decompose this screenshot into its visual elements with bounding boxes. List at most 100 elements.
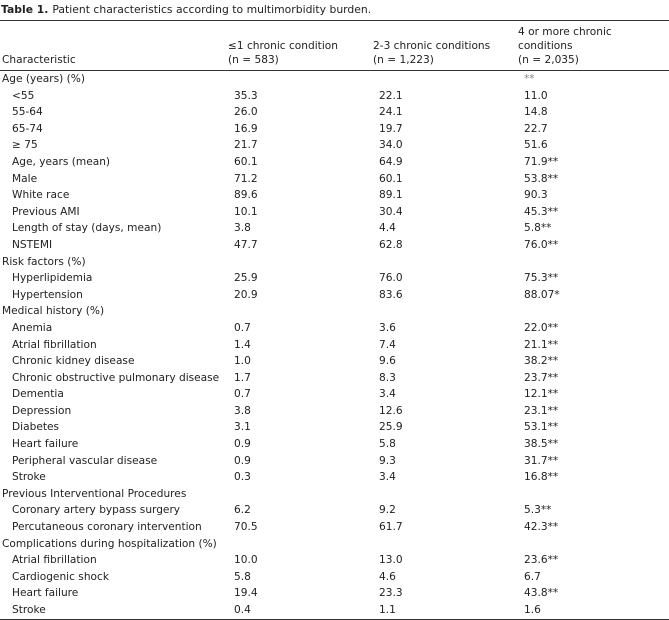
- value-cell: 5.8: [234, 570, 251, 583]
- value-cell: 89.1: [379, 189, 403, 202]
- header-text: 4 or more chronic conditions: [518, 26, 612, 52]
- data-row: Coronary artery bypass surgery 6.2 9.2 5.3*…: [0, 502, 669, 519]
- value-cell: 16.8**: [524, 471, 559, 484]
- row-label: Dementia: [12, 388, 64, 401]
- header-text: ≤1 chronic condition: [228, 40, 338, 52]
- value-cell: 6.7: [524, 570, 541, 583]
- value-cell: 21.7: [234, 139, 258, 152]
- row-label: Chronic obstructive pulmonary disease: [12, 371, 220, 384]
- section-row: Previous Interventional Procedures: [0, 486, 669, 503]
- value-cell: 89.6: [234, 189, 258, 202]
- cell: [371, 71, 516, 88]
- value-cell: 3.4: [379, 388, 396, 401]
- value-cell: 0.3: [234, 471, 251, 484]
- row-label: Hyperlipidemia: [12, 272, 93, 285]
- header-cell: 4 or more chronic conditions (n = 2,035): [516, 20, 669, 71]
- value-cell: 45.3**: [524, 205, 559, 218]
- data-row: Hypertension 20.9 83.6 88.07*: [0, 287, 669, 304]
- data-row: <55 35.3 22.1 11.0: [0, 88, 669, 105]
- row-label: Atrial fibrillation: [12, 554, 97, 567]
- row-label: Atrial fibrillation: [12, 338, 97, 351]
- header-cell: Characteristic: [0, 20, 226, 71]
- section-label: Age (years) (%): [2, 73, 85, 85]
- data-row: Length of stay (days, mean) 3.8 4.4 5.8**: [0, 220, 669, 237]
- row-label: Length of stay (days, mean): [12, 222, 162, 235]
- data-row: Percutaneous coronary intervention 70.5 61…: [0, 519, 669, 536]
- value-cell: 8.3: [379, 371, 396, 384]
- data-row: Atrial fibrillation 10.0 13.0 23.6**: [0, 552, 669, 569]
- value-cell: 12.6: [379, 404, 403, 417]
- value-cell: 38.5**: [524, 438, 559, 451]
- row-label: Age, years (mean): [12, 155, 111, 168]
- data-row: Anemia 0.7 3.6 22.0**: [0, 320, 669, 337]
- row-label: 55-64: [12, 106, 43, 119]
- row-label: 65-74: [12, 122, 43, 135]
- cell: [516, 486, 669, 503]
- cell: [516, 536, 669, 553]
- row-label: Stroke: [12, 471, 46, 484]
- value-cell: 19.4: [234, 587, 258, 600]
- data-row: ≥ 75 21.7 34.0 51.6: [0, 137, 669, 154]
- value-cell: 51.6: [524, 139, 548, 152]
- value-cell: 0.4: [234, 604, 251, 616]
- value-cell: 20.9: [234, 288, 258, 301]
- value-cell: 88.07*: [524, 288, 560, 301]
- value-cell: 5.3**: [524, 504, 552, 517]
- row-label: <55: [12, 89, 35, 102]
- table: Characteristic ≤1 chronic condition (n = 5…: [0, 20, 669, 620]
- value-cell: 9.2: [379, 504, 396, 517]
- cell: [371, 536, 516, 553]
- value-cell: 19.7: [379, 122, 403, 135]
- data-row: Male 71.2 60.1 53.8**: [0, 171, 669, 188]
- row-label: Depression: [12, 404, 72, 417]
- cell: [226, 303, 371, 320]
- caption-text: Patient characteristics according to mul…: [52, 3, 372, 16]
- value-cell: 23.3: [379, 587, 403, 600]
- value-cell: 61.7: [379, 521, 403, 534]
- value-cell: 3.8: [234, 222, 251, 235]
- value-cell: 38.2**: [524, 355, 559, 368]
- row-label: Previous AMI: [12, 205, 80, 218]
- cell: [371, 254, 516, 271]
- data-row: Chronic obstructive pulmonary disease 1.7…: [0, 370, 669, 387]
- value-cell: 76.0**: [524, 238, 559, 251]
- row-label: Anemia: [12, 321, 53, 334]
- value-cell: 90.3: [524, 189, 548, 202]
- row-label: Heart failure: [12, 587, 79, 600]
- cell: [226, 254, 371, 271]
- cell: [516, 303, 669, 320]
- row-label: Stroke: [12, 604, 46, 616]
- page: Table 1. Patient characteristics accordin…: [0, 3, 669, 620]
- table-header: Characteristic ≤1 chronic condition (n = 5…: [0, 20, 669, 71]
- section-row: Age (years) (%) **: [0, 71, 669, 88]
- value-cell: 9.6: [379, 355, 396, 368]
- value-cell: 22.1: [379, 89, 403, 102]
- row-label: NSTEMI: [12, 238, 53, 251]
- row-label: Chronic kidney disease: [12, 355, 135, 368]
- section-row: Risk factors (%): [0, 254, 669, 271]
- value-cell: 14.8: [524, 106, 548, 119]
- cell: [226, 486, 371, 503]
- value-cell: 62.8: [379, 238, 403, 251]
- value-cell: 83.6: [379, 288, 403, 301]
- data-row: Chronic kidney disease 1.0 9.6 38.2**: [0, 353, 669, 370]
- data-row: Stroke 0.3 3.4 16.8**: [0, 469, 669, 486]
- value-cell: 35.3: [234, 89, 258, 102]
- value-cell: 12.1**: [524, 388, 559, 401]
- data-row: Hyperlipidemia 25.9 76.0 75.3**: [0, 270, 669, 287]
- section-label: Previous Interventional Procedures: [2, 487, 187, 500]
- row-label: Heart failure: [12, 438, 79, 451]
- header-text: (n = 583): [228, 54, 279, 66]
- value-cell: 0.7: [234, 321, 251, 334]
- header-text: (n = 2,035): [518, 54, 579, 66]
- value-cell: 1.6: [524, 604, 541, 616]
- data-row: Previous AMI 10.1 30.4 45.3**: [0, 204, 669, 221]
- value-cell: 60.1: [379, 172, 403, 185]
- value-cell: 3.8: [234, 404, 251, 417]
- data-row: Diabetes 3.1 25.9 53.1**: [0, 419, 669, 436]
- row-label: Coronary artery bypass surgery: [12, 504, 181, 517]
- header-text: 2-3 chronic conditions: [373, 40, 491, 52]
- value-cell: 26.0: [234, 106, 258, 119]
- value-cell: 31.7**: [524, 454, 559, 467]
- section-label: Complications during hospitalization (%): [2, 537, 217, 550]
